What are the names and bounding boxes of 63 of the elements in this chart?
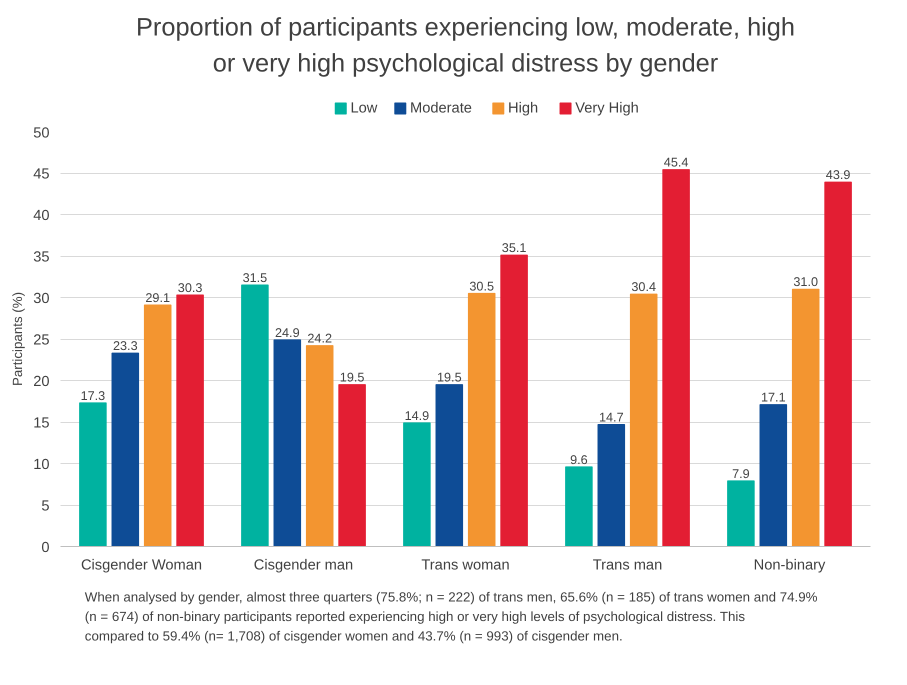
legend-label: Very High [575, 100, 639, 116]
data-label: 35.1 [502, 241, 526, 256]
bar [727, 480, 755, 546]
data-label: 31.5 [242, 271, 268, 286]
y-tick-label: 0 [41, 540, 50, 556]
bar [144, 304, 172, 546]
y-tick-label: 5 [41, 498, 50, 514]
x-tick-label: Trans woman [421, 558, 510, 574]
bar [436, 384, 464, 546]
legend-label: High [508, 100, 538, 116]
y-tick-label: 30 [33, 291, 50, 307]
y-tick-label: 20 [33, 374, 50, 390]
data-label: 9.6 [570, 452, 588, 467]
y-tick-label: 15 [33, 416, 50, 432]
x-tick-label: Non-binary [754, 558, 826, 574]
bar [176, 294, 204, 546]
data-label: 30.3 [178, 281, 202, 296]
data-label: 14.7 [598, 410, 624, 424]
data-label: 30.4 [631, 280, 656, 294]
y-tick-label: 25 [33, 332, 50, 348]
data-label: 17.3 [80, 388, 106, 403]
x-tick-label: Trans man [592, 558, 662, 574]
bar [468, 292, 496, 546]
bar [630, 294, 658, 546]
bar [403, 422, 431, 546]
bar [338, 384, 366, 546]
bar [79, 402, 107, 546]
bar [112, 352, 140, 546]
text: When analysed by gender, almost three quarters (75.8%; n = 222) of trans men, 65.6% (n = 185) of trans women and 74.9% (n = 674) of non-binary participants reported experiencing high or very high levels of psychological distress. This compared to 59.4% (n= 1,708) of cisgender women and 43.7% (n = 993) of cisgender men. [84, 590, 818, 644]
bar [565, 466, 593, 546]
chart-title: Proportion of participants experiencing low, moderate, high or very high psychological distress by gender [136, 13, 795, 78]
y-tick-label: 45 [33, 166, 50, 182]
bar [824, 182, 852, 546]
bar [306, 345, 334, 546]
y-axis-title: Participants (%) [10, 292, 26, 386]
bar [792, 288, 820, 546]
y-tick-label: 10 [33, 457, 50, 473]
x-tick-label: Cisgender Woman [80, 558, 202, 574]
y-tick-label: 35 [33, 250, 50, 266]
data-label: 24.2 [307, 332, 332, 346]
x-tick-label: Cisgender man [254, 558, 354, 574]
data-label: 24.9 [274, 326, 300, 340]
bar [274, 339, 302, 546]
bar [760, 404, 788, 546]
bar [662, 169, 690, 546]
data-label: 45.4 [664, 156, 688, 170]
data-label: 17.1 [760, 390, 786, 405]
data-label: 31.0 [793, 275, 818, 290]
data-label: 30.5 [469, 279, 494, 294]
data-label: 29.1 [145, 290, 170, 305]
bar [598, 424, 626, 546]
bar [241, 284, 269, 546]
y-tick-label: 50 [33, 126, 50, 142]
data-label: 19.5 [436, 370, 462, 385]
y-tick-label: 40 [33, 208, 50, 224]
data-label: 7.9 [732, 466, 750, 481]
data-label: 14.9 [404, 408, 430, 423]
legend-label: Moderate [410, 100, 472, 116]
data-label: 19.5 [340, 370, 364, 385]
data-label: 43.9 [826, 168, 850, 182]
legend-label: Low [350, 100, 378, 116]
bar [500, 254, 528, 546]
data-label: 23.3 [112, 339, 138, 354]
